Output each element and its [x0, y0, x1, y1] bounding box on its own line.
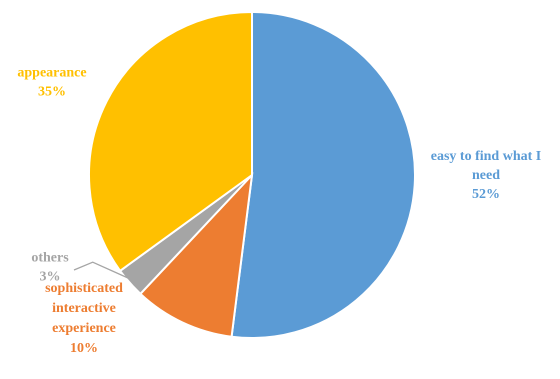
data-label-text-sophisticated-interactive-experience: sophisticated — [45, 281, 123, 296]
data-label-text-sophisticated-interactive-experience: experience — [52, 321, 116, 336]
data-label-value-easy-to-find-what-i-need: 52% — [472, 187, 500, 202]
pie-slice-appearance — [88, 10, 253, 273]
data-label-text-sophisticated-interactive-experience: interactive — [52, 301, 116, 316]
data-label-value-appearance: 35% — [38, 85, 66, 100]
data-label-text-others: others — [31, 251, 69, 266]
pie-slice-easy-to-find-what-i-need — [230, 10, 416, 339]
data-label-text-easy-to-find-what-i-need: need — [472, 168, 500, 183]
data-label-text-appearance: appearance — [17, 66, 86, 81]
leader-line-others — [73, 261, 133, 281]
data-label-text-easy-to-find-what-i-need: easy to find what I — [431, 149, 541, 164]
pie-slice-sophisticated-interactive-experience — [139, 172, 254, 338]
data-label-value-others: 3% — [40, 270, 61, 285]
data-label-value-sophisticated-interactive-experience: 10% — [70, 341, 98, 356]
